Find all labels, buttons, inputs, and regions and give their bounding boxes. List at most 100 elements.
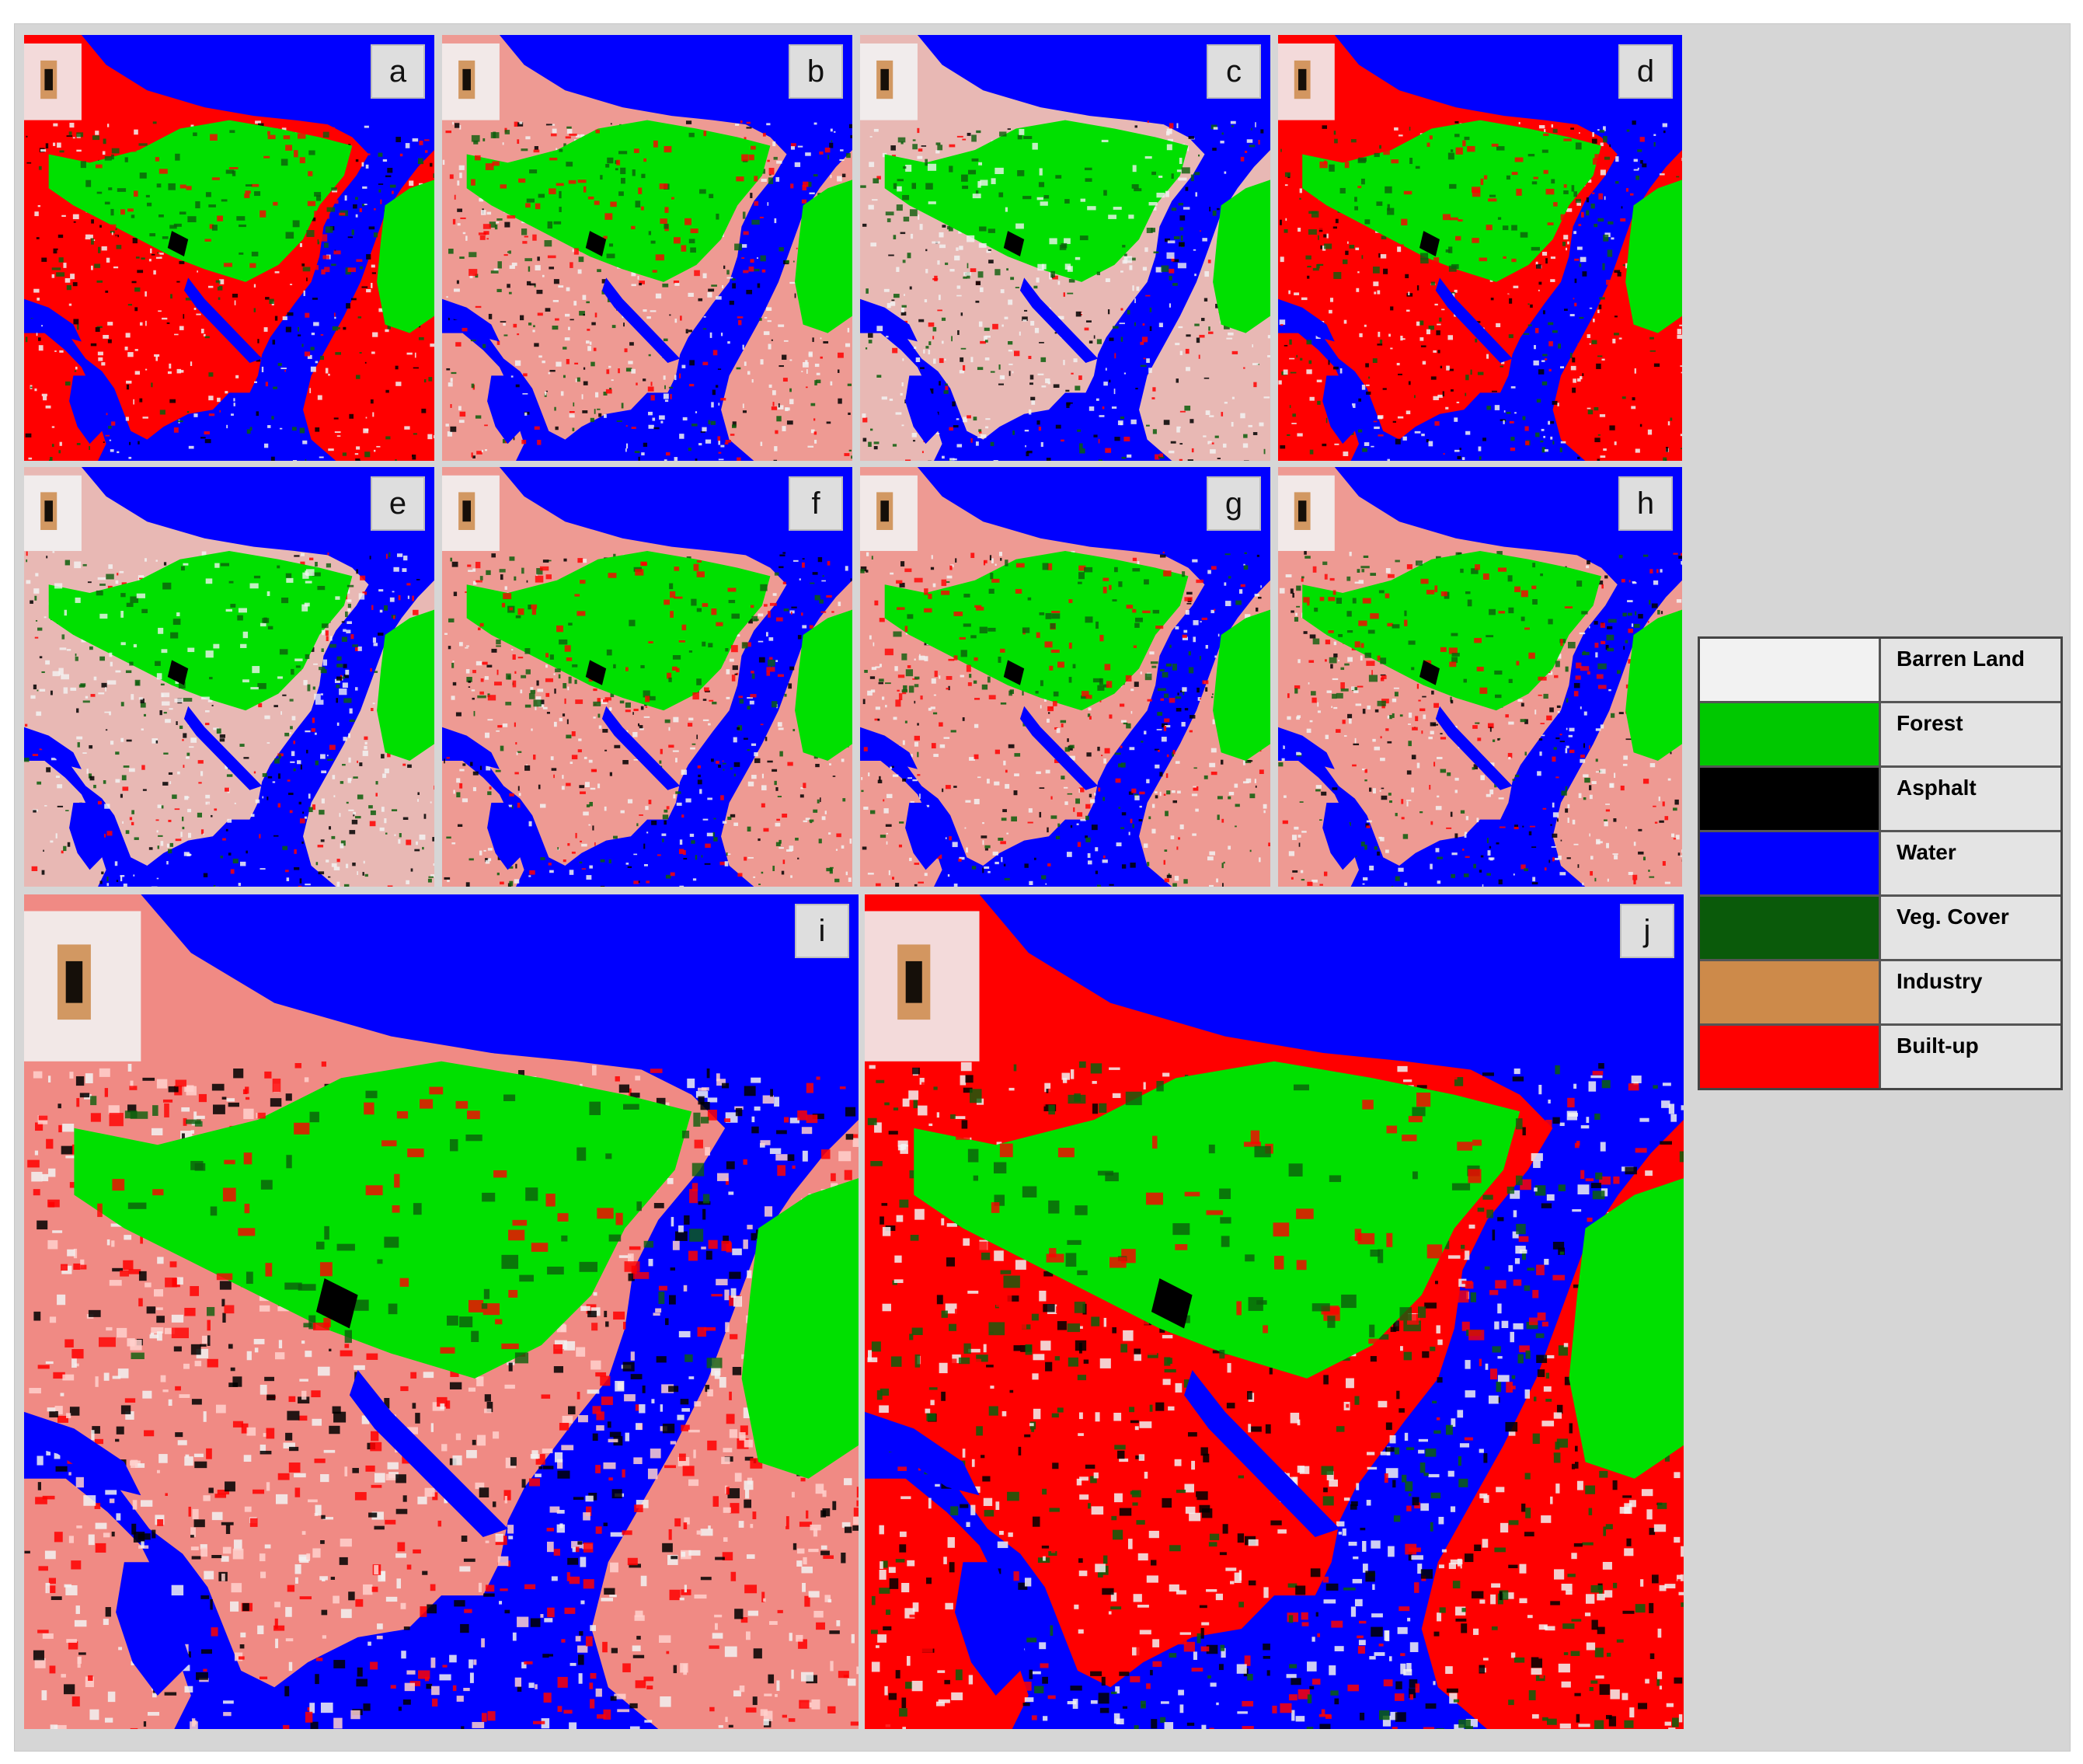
speckle — [841, 845, 845, 849]
speckle — [1213, 127, 1218, 130]
speckle — [553, 721, 557, 727]
speckle — [448, 248, 454, 254]
speckle — [445, 130, 452, 134]
speckle — [880, 835, 886, 838]
speckle — [877, 779, 883, 783]
speckle — [364, 745, 367, 750]
forest-speckle — [946, 225, 950, 230]
speckle — [517, 333, 520, 336]
speckle — [1151, 828, 1156, 834]
speckle — [1641, 455, 1645, 458]
speckle — [1148, 816, 1151, 820]
forest-speckle — [1594, 154, 1601, 160]
speckle — [41, 671, 45, 674]
forest-speckle — [533, 699, 542, 707]
speckle — [538, 355, 542, 358]
speckle — [633, 880, 639, 884]
speckle — [233, 310, 235, 315]
speckle — [214, 282, 219, 288]
speckle — [1637, 167, 1639, 169]
forest-speckle — [545, 574, 552, 580]
forest-area — [48, 551, 353, 711]
speckle — [33, 288, 40, 293]
speckle — [1113, 326, 1119, 329]
speckle — [660, 748, 663, 755]
speckle — [1188, 651, 1191, 656]
forest-speckle — [937, 145, 943, 151]
speckle — [1064, 801, 1068, 805]
speckle — [1392, 280, 1399, 284]
speckle — [1210, 124, 1217, 130]
speckle — [1258, 139, 1260, 145]
speckle — [867, 690, 873, 696]
speckle — [1418, 294, 1422, 297]
forest-speckle — [559, 639, 568, 645]
speckle — [1465, 431, 1471, 435]
speckle — [776, 818, 780, 821]
speckle — [160, 683, 165, 686]
speckle — [948, 658, 955, 661]
forest-speckle — [1516, 188, 1522, 196]
speckle — [446, 368, 451, 371]
forest-speckle — [156, 183, 162, 188]
forest-speckle — [223, 263, 232, 267]
speckle — [772, 769, 778, 772]
speckle — [891, 299, 895, 302]
speckle — [697, 765, 701, 769]
speckle — [273, 705, 278, 708]
forest-speckle — [131, 214, 135, 218]
speckle — [1162, 671, 1169, 678]
forest-speckle — [1447, 152, 1454, 160]
speckle — [1134, 682, 1139, 687]
speckle — [917, 723, 919, 726]
forest-speckle — [321, 648, 324, 652]
forest-speckle — [1358, 157, 1367, 162]
speckle — [1222, 443, 1227, 448]
speckle — [1066, 852, 1072, 857]
speckle — [783, 340, 789, 342]
speckle — [636, 823, 639, 827]
speckle — [827, 560, 831, 566]
forest-speckle — [133, 643, 138, 648]
golden-horn — [1435, 277, 1513, 363]
speckle — [189, 746, 194, 748]
forest-speckle — [539, 566, 549, 571]
speckle — [1024, 309, 1028, 312]
forest-speckle — [766, 667, 775, 672]
speckle — [374, 671, 378, 673]
speckle — [698, 774, 701, 778]
speckle — [495, 769, 501, 772]
speckle — [355, 816, 361, 819]
speckle — [928, 707, 932, 711]
speckle — [1022, 690, 1024, 695]
speckle — [790, 183, 794, 189]
forest-speckle — [79, 231, 86, 238]
speckle — [748, 618, 753, 624]
speckle — [679, 373, 681, 378]
speckle — [73, 221, 76, 223]
speckle — [1364, 442, 1370, 446]
forest-speckle — [162, 236, 169, 239]
speckle — [758, 640, 764, 643]
speckle — [939, 722, 943, 727]
forest-speckle — [635, 200, 641, 207]
speckle — [848, 124, 852, 128]
speckle — [860, 185, 866, 188]
forest-speckle — [324, 267, 330, 273]
speckle — [782, 426, 786, 431]
speckle — [162, 782, 169, 786]
speckle — [176, 281, 180, 283]
speckle — [447, 880, 450, 883]
golden-horn — [1019, 277, 1099, 363]
speckle — [639, 727, 644, 730]
speckle — [456, 778, 461, 783]
speckle — [346, 801, 349, 804]
forest-speckle — [629, 619, 636, 626]
speckle — [111, 232, 113, 235]
speckle — [313, 322, 319, 326]
speckle — [1221, 412, 1224, 417]
speckle — [132, 238, 138, 244]
speckle — [419, 834, 426, 840]
speckle — [960, 357, 964, 362]
speckle — [1625, 309, 1629, 312]
